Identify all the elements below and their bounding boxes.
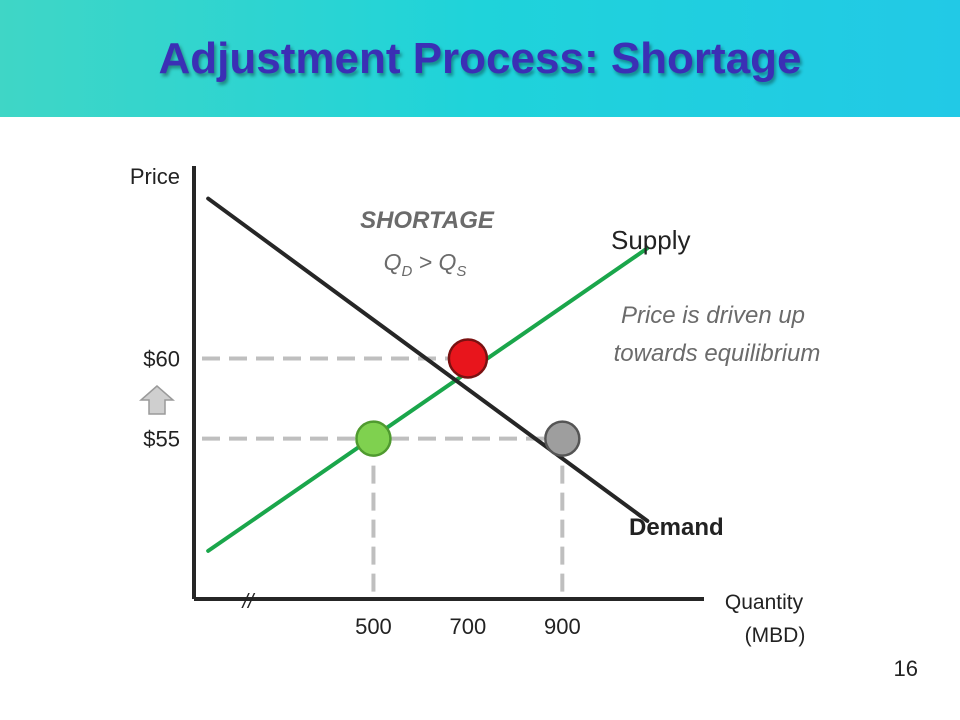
x-axis-label: Quantity bbox=[725, 591, 804, 614]
qs-subscript: S bbox=[456, 263, 466, 280]
y-axis-label: Price bbox=[130, 164, 180, 189]
title-banner bbox=[0, 0, 960, 117]
demand-curve bbox=[206, 196, 650, 523]
axis-break-mark: // bbox=[240, 591, 256, 613]
note-line-2: towards equilibrium bbox=[614, 340, 821, 367]
y-tick-label: $60 bbox=[143, 346, 180, 371]
y-tick-label: $55 bbox=[143, 427, 180, 452]
slide-title: Adjustment Process: Shortage bbox=[158, 34, 802, 83]
up-arrow-icon bbox=[139, 385, 175, 415]
qd-subscript: D bbox=[401, 263, 412, 280]
curves bbox=[206, 196, 650, 553]
x-tick-label: 500 bbox=[355, 614, 392, 639]
quantity-demanded-point bbox=[544, 420, 581, 457]
supply-curve bbox=[206, 246, 650, 553]
x-tick-label: 900 bbox=[544, 614, 581, 639]
qd-symbol: Q bbox=[384, 249, 402, 275]
inequality-operator: > Q bbox=[412, 249, 456, 275]
points bbox=[355, 338, 581, 457]
x-axis-unit: (MBD) bbox=[745, 624, 806, 647]
axes bbox=[192, 166, 704, 601]
quantity-supplied-point bbox=[355, 420, 392, 457]
note-line-1: Price is driven up bbox=[621, 302, 805, 329]
shortage-heading: SHORTAGE bbox=[360, 207, 495, 234]
demand-label: Demand bbox=[629, 514, 724, 541]
equilibrium-point bbox=[447, 338, 489, 379]
shortage-inequality: QD > QS bbox=[384, 249, 467, 280]
labels: Price Quantity (MBD) // Supply Demand SH… bbox=[130, 164, 821, 647]
page-number: 16 bbox=[893, 656, 918, 681]
guide-lines bbox=[202, 356, 565, 593]
supply-label: Supply bbox=[611, 225, 691, 255]
x-tick-label: 700 bbox=[450, 614, 487, 639]
